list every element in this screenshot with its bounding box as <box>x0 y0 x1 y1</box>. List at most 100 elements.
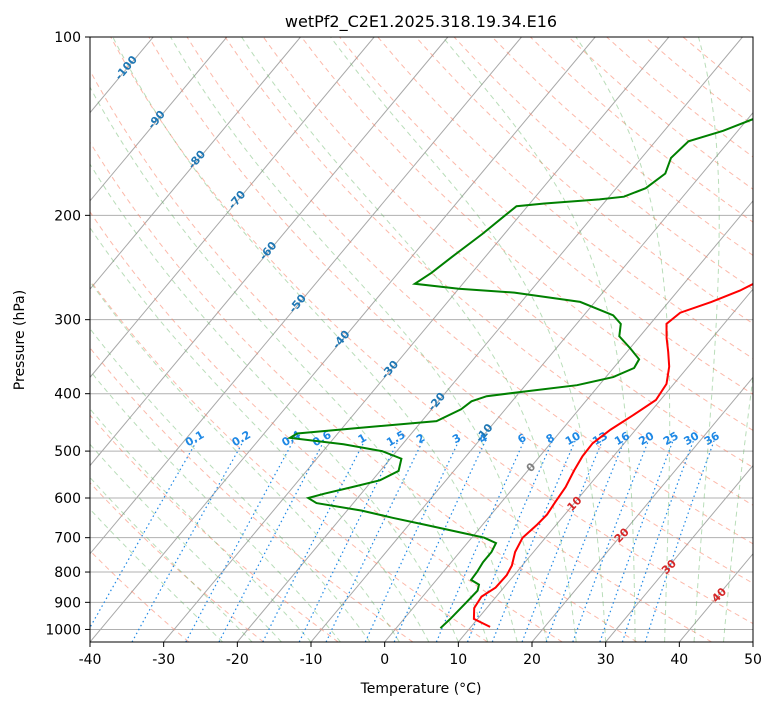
moist-adiabat <box>241 37 577 642</box>
dry-adiabat <box>90 279 488 642</box>
isotherm-line <box>752 641 753 642</box>
mixing-ratio-line <box>491 440 576 642</box>
moist-adiabat <box>442 37 636 642</box>
isotherm-line <box>531 376 753 642</box>
dry-adiabat <box>148 37 753 584</box>
dry-adiabat <box>90 482 264 642</box>
dry-adiabat <box>339 37 753 395</box>
mixing-ratio-line <box>262 440 366 642</box>
dry-adiabat <box>90 550 190 642</box>
y-tick-label: 700 <box>54 531 81 547</box>
dry-adiabat <box>606 37 753 158</box>
isotherm-line <box>90 37 522 555</box>
dry-adiabat <box>453 37 753 290</box>
mixing-ratio-line <box>545 440 625 642</box>
y-axis-label: Pressure (hPa) <box>12 290 28 390</box>
mixing-ratio-line <box>599 440 674 642</box>
plot-frame <box>89 36 754 643</box>
dry-adiabat <box>224 37 753 506</box>
x-tick-label: 10 <box>449 652 467 668</box>
dry-adiabat <box>90 210 563 642</box>
isotherm-line <box>90 37 596 642</box>
mixing-ratio-label: 6 <box>515 431 528 446</box>
y-tick-label: 900 <box>54 595 81 611</box>
dry-adiabat <box>186 37 753 545</box>
moist-adiabat <box>90 508 223 642</box>
mixing-ratio-line <box>90 440 198 629</box>
isotherm-line <box>605 464 753 642</box>
dry-adiabat <box>415 37 753 325</box>
mixing-ratio-line <box>644 440 715 642</box>
y-tick-label: 1000 <box>45 622 81 638</box>
mixing-ratio-line <box>218 440 325 642</box>
x-tick-label: -10 <box>300 652 323 668</box>
isotherm-line <box>678 552 753 642</box>
mixing-ratio-label: 0.1 <box>183 428 206 449</box>
mixing-ratio-label: 20 <box>636 429 656 448</box>
plot-area: 0.1 0.2 0.4 0.6 1 1.5 2 3 4 6 8 10 13 16 20 25 30 36-100-… <box>0 37 753 642</box>
mixing-ratio-label: 30 <box>681 429 701 448</box>
mixing-ratio-label: 1.5 <box>384 428 407 449</box>
isotherm-line <box>90 37 228 202</box>
moist-adiabat <box>575 37 671 642</box>
y-tick-label: 300 <box>54 313 81 329</box>
moist-adiabat <box>90 476 253 642</box>
dry-adiabat <box>90 414 339 642</box>
moist-adiabat <box>90 369 341 642</box>
moist-adiabat <box>90 280 400 642</box>
mixing-ratio-label: 25 <box>661 429 681 448</box>
mixing-ratio-line <box>621 440 695 642</box>
x-tick-label: -40 <box>79 652 102 668</box>
mixing-ratio-line <box>131 440 245 642</box>
moist-adiabat <box>330 37 607 642</box>
y-tick-label: 800 <box>54 565 81 581</box>
isotherm-line <box>310 111 753 642</box>
temperature-profile <box>472 282 753 628</box>
dry-adiabat <box>90 141 638 642</box>
mixing-ratio-line <box>572 440 650 642</box>
x-tick-label: 30 <box>597 652 615 668</box>
mixing-ratio-line <box>298 440 399 642</box>
moist-adiabat <box>90 443 282 642</box>
mixing-ratio-label: 3 <box>450 431 463 446</box>
dry-adiabat <box>262 37 753 469</box>
mixing-ratio-line <box>185 440 295 642</box>
isotherm-line <box>90 37 449 467</box>
moist-adiabat <box>693 37 720 642</box>
isotherm-line <box>90 37 375 379</box>
mixing-ratio-label: 2 <box>414 431 427 446</box>
dry-adiabat <box>90 69 712 642</box>
moist-adiabat <box>90 163 459 642</box>
isotherm-line <box>457 288 753 642</box>
moist-adiabat <box>112 37 518 642</box>
x-axis-label: Temperature (°C) <box>360 681 482 697</box>
x-tick-label: 50 <box>744 652 762 668</box>
axis-ticks: -40 -30 -20 -10 0 10 20 30 40 5010020030040050060… <box>45 30 762 668</box>
x-tick-label: 0 <box>380 652 389 668</box>
dry-adiabat <box>90 347 414 642</box>
isotherm-line <box>236 37 743 642</box>
dry-adiabat <box>644 37 753 126</box>
y-tick-label: 400 <box>54 387 81 403</box>
dry-adiabat <box>110 37 753 625</box>
x-tick-label: -30 <box>152 652 175 668</box>
dry-adiabat <box>568 37 753 190</box>
mixing-ratio-line <box>521 440 603 642</box>
y-tick-label: 200 <box>54 208 81 224</box>
moist-adiabat <box>723 372 753 642</box>
dry-adiabat <box>377 37 753 360</box>
mixing-ratio-label: 16 <box>612 429 632 448</box>
isotherm-line <box>90 37 301 290</box>
mixing-ratio-line <box>325 440 424 642</box>
isotherm-line <box>0 37 6 642</box>
y-tick-label: 100 <box>54 30 81 46</box>
x-tick-label: 40 <box>670 652 688 668</box>
moist-adiabat <box>90 86 489 642</box>
chart-title: wetPf2_C2E1.2025.318.19.34.E16 <box>285 12 557 32</box>
mixing-ratio-label: 0.2 <box>230 428 253 449</box>
mixing-ratio-line <box>466 440 554 642</box>
x-tick-label: 20 <box>523 652 541 668</box>
moist-adiabat <box>170 37 548 642</box>
